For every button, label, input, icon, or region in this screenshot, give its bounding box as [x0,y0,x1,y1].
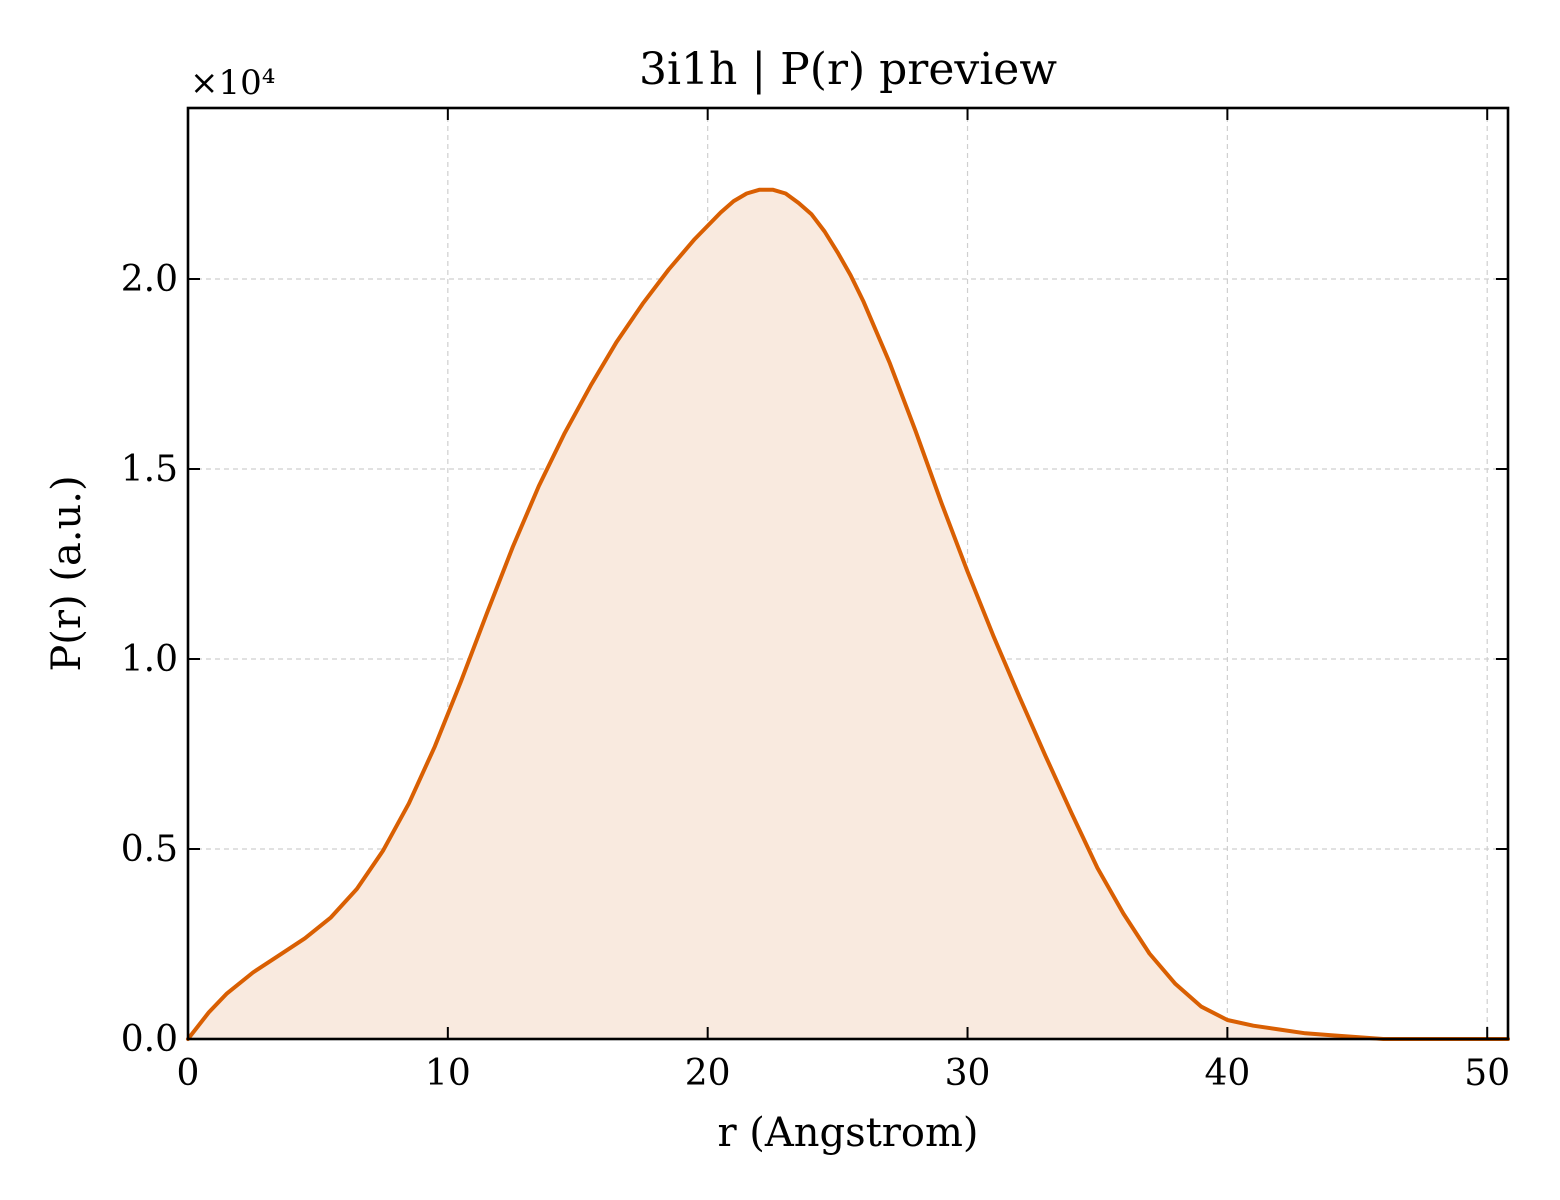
y-axis-label: P(r) (a.u.) [44,475,90,671]
pr-curve-line [186,187,1510,1041]
pr-area-fill [188,189,1508,1039]
y-tick-label: 0.0 [121,1019,178,1060]
plot-frame [186,106,1510,1041]
x-axis-label: r (Angstrom) [717,1110,978,1156]
y-tick-label: 0.5 [121,829,178,870]
y-tick-label: 1.0 [121,639,178,680]
x-tick-label: 50 [1464,1053,1510,1094]
x-tick-label: 40 [1204,1053,1250,1094]
x-tick-label: 0 [177,1053,200,1094]
x-tick-label: 20 [685,1053,731,1094]
y-tick-label: 1.5 [121,449,178,490]
y-tick-label: 2.0 [121,259,178,300]
chart-title: 3i1h | P(r) preview [639,44,1057,95]
axis-ticks: 0 10 20 30 40 50 0.0 0.5 1.0 1.5 2.0 [121,108,1510,1094]
x-tick-label: 30 [945,1053,991,1094]
x-tick-label: 10 [425,1053,471,1094]
y-offset-text: ×10⁴ [190,63,275,103]
